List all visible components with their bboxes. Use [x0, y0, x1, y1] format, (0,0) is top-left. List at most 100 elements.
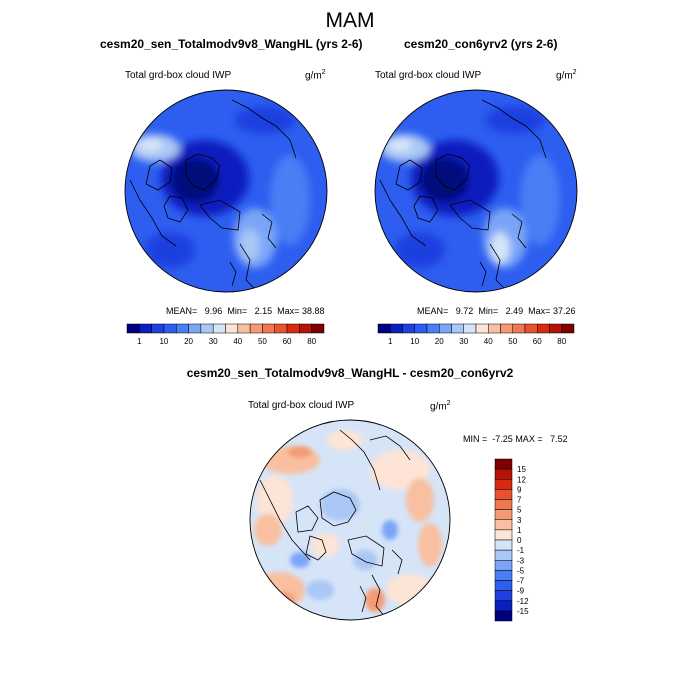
colorbar-tick-label: 15 [517, 465, 526, 474]
colorbar-box [426, 323, 440, 334]
colorbar-tick-label: 1 [137, 337, 142, 346]
figure-title: MAM [325, 9, 375, 32]
panel-1-min-label: Min= [227, 306, 248, 316]
diff-panel-min: -7.25 [492, 434, 513, 444]
colorbar-tick-label: -7 [517, 577, 525, 586]
colorbar-tick-label: 50 [508, 337, 517, 346]
colorbar-box [139, 323, 152, 334]
colorbar-tick-label: 40 [233, 337, 242, 346]
panel-2-max: 37.26 [552, 306, 576, 316]
colorbar-box [163, 323, 177, 334]
panel-1-title: cesm20_sen_Totalmodv9v8_WangHL (yrs 2-6) [100, 37, 363, 51]
panel-2-mean: 9.72 [455, 306, 474, 316]
colorbar-tick-label: 9 [517, 485, 522, 494]
colorbar-tick-label: 10 [410, 337, 419, 346]
colorbar-box [377, 323, 391, 334]
panel-1-mean: 9.96 [204, 306, 223, 316]
panel-1-max-label: Max= [277, 306, 300, 316]
colorbar-box [488, 323, 501, 334]
diff-panel-units-base: g/m [430, 401, 447, 413]
panel-2-mean-label: MEAN= [417, 306, 449, 316]
colorbar-tick-label: 7 [517, 496, 522, 505]
colorbar-box [390, 323, 403, 334]
colorbar-tick-label: 30 [459, 337, 468, 346]
colorbar-box [549, 323, 562, 334]
diff-map-border [249, 419, 451, 621]
colorbar-tick-label: 1 [388, 337, 393, 346]
panel-2-units-base: g/m [556, 70, 573, 82]
colorbar-box [524, 323, 538, 334]
colorbar-box [286, 323, 300, 334]
colorbar-tick-label: -3 [517, 556, 525, 565]
colorbar-tick-label: 12 [517, 475, 526, 484]
colorbar-box [299, 323, 312, 334]
colorbar-box [494, 468, 513, 480]
colorbar-box [561, 323, 575, 334]
panel-2-title: cesm20_con6yrv2 (yrs 2-6) [404, 37, 558, 51]
colorbar-box [494, 509, 513, 520]
panel-1-units-base: g/m [305, 70, 322, 82]
panel-2-units: g/m2 [556, 69, 577, 81]
panel-2-field-label: Total grd-box cloud IWP [375, 70, 482, 81]
colorbar-box [494, 560, 513, 571]
panel-2-stats: MEAN= 9.72 Min= 2.49 Max= 37.26 [417, 306, 575, 316]
colorbar-tick-label: 60 [533, 337, 542, 346]
panel-1-coastlines [129, 99, 297, 292]
colorbar-box [188, 323, 202, 334]
colorbar-tick-label: -15 [517, 607, 529, 616]
colorbar-box [414, 323, 428, 334]
colorbar-box [494, 590, 513, 601]
colorbar-tick-label: 0 [517, 536, 522, 545]
panel-2-coastlines [379, 99, 547, 292]
colorbar-box [451, 323, 464, 334]
colorbar-box [494, 489, 513, 500]
panel-1-colorbar: 1 10 20 30 40 50 60 80 [126, 323, 325, 346]
panel-1-mean-label: MEAN= [166, 306, 198, 316]
colorbar-box [494, 610, 513, 622]
colorbar-box [494, 580, 513, 591]
colorbar-box [237, 323, 251, 334]
colorbar-tick-label: 20 [184, 337, 193, 346]
colorbar-tick-label: 40 [484, 337, 493, 346]
diff-panel-max-label: MAX = [515, 434, 543, 444]
colorbar-tick-label: 60 [283, 337, 292, 346]
diff-panel-units: g/m2 [430, 400, 451, 412]
panel-2-colorbar: 1 10 20 30 40 50 60 80 [377, 323, 575, 346]
panel-1-field-label: Total grd-box cloud IWP [125, 70, 232, 81]
colorbar-tick-label: 50 [258, 337, 267, 346]
panel-2-units-exp: 2 [572, 69, 577, 76]
diff-panel-stats: MIN = -7.25 MAX = 7.52 [463, 434, 568, 444]
panel-2-min-label: Min= [478, 306, 499, 316]
colorbar-box [126, 323, 140, 334]
colorbar-box [494, 529, 513, 541]
colorbar-box [500, 323, 513, 334]
colorbar-box [494, 499, 513, 510]
colorbar-tick-label: 30 [209, 337, 218, 346]
colorbar-box [494, 600, 513, 612]
panel-1-map-border [124, 89, 328, 293]
colorbar-box [151, 323, 165, 334]
colorbar-box [537, 323, 550, 334]
colorbar-box [212, 323, 226, 334]
colorbar-box [200, 323, 214, 334]
colorbar-box [262, 323, 275, 334]
colorbar-tick-label: 80 [307, 337, 316, 346]
colorbar-tick-label: 80 [557, 337, 566, 346]
panel-2-min: 2.49 [505, 306, 524, 316]
colorbar-box [494, 519, 513, 531]
colorbar-box [249, 323, 263, 334]
panel-1-stats: MEAN= 9.96 Min= 2.15 Max= 38.88 [166, 306, 324, 316]
colorbar-tick-label: -1 [517, 546, 525, 555]
colorbar-tick-label: 1 [517, 526, 522, 535]
map-field-patches [130, 106, 310, 268]
colorbar-box [274, 323, 288, 334]
diff-panel-field-label: Total grd-box cloud IWP [248, 400, 355, 411]
colorbar-tick-label: -5 [517, 566, 525, 575]
colorbar-box [311, 323, 325, 334]
colorbar-box [494, 458, 513, 470]
panel-1-units-exp: 2 [321, 69, 326, 76]
colorbar-box [494, 570, 513, 581]
colorbar-tick-label: 20 [435, 337, 444, 346]
colorbar-tick-label: -9 [517, 587, 525, 596]
colorbar-tick-label: 10 [159, 337, 168, 346]
